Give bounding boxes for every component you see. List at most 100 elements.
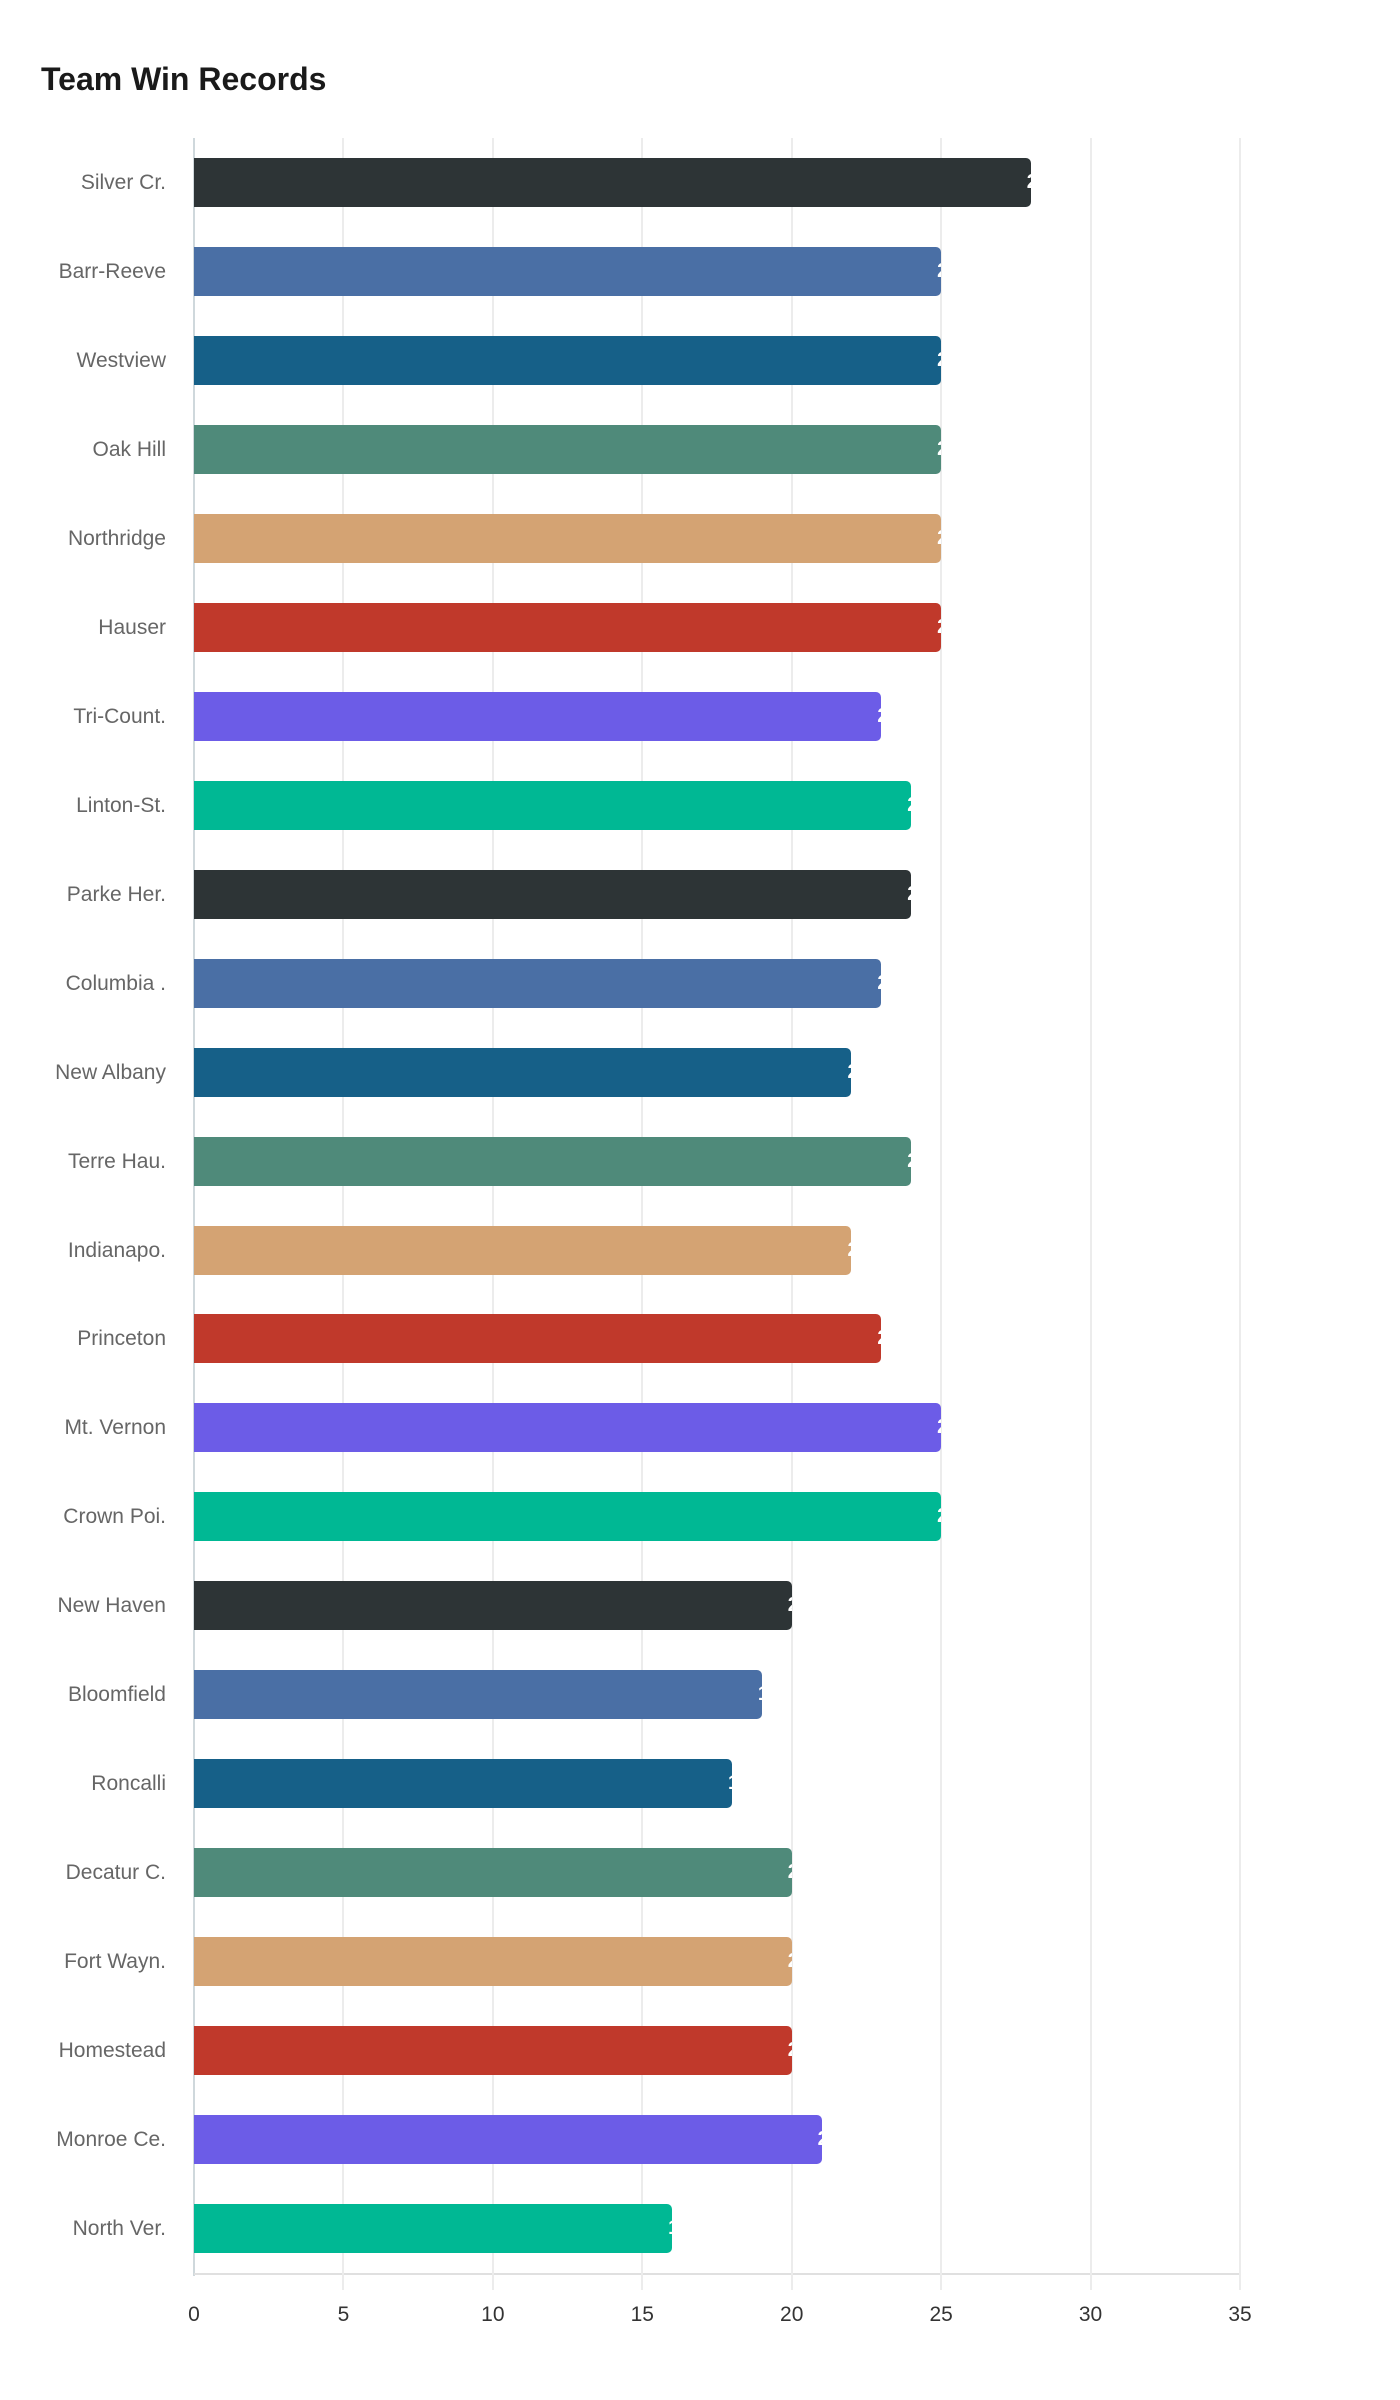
- category-label: Mt. Vernon: [64, 1416, 166, 1440]
- gridline: [790, 138, 793, 2290]
- bar[interactable]: 20: [194, 1937, 792, 1987]
- category-label: New Albany: [55, 1060, 166, 1084]
- bar[interactable]: 25: [194, 335, 942, 385]
- category-label: Parke Her.: [66, 882, 166, 906]
- category-label: Roncalli: [91, 1772, 166, 1796]
- bar-row: Bloomfield 19: [0, 1670, 1240, 1720]
- category-label: Princeton: [77, 1327, 166, 1351]
- bar-row: Linton-St. 24: [0, 780, 1240, 830]
- bar-value-label: 25: [937, 425, 941, 474]
- bar[interactable]: 20: [194, 2026, 792, 2076]
- category-label: North Ver.: [72, 2217, 166, 2241]
- bar[interactable]: 25: [194, 513, 942, 563]
- bar[interactable]: 25: [194, 246, 942, 296]
- bar-row: Barr-Reeve 25: [0, 246, 1240, 296]
- bar-row: North Ver. 16: [0, 2204, 1240, 2254]
- bar-row: Columbia . 23: [0, 958, 1240, 1008]
- bar[interactable]: 24: [194, 869, 912, 919]
- bar-value-label: 24: [907, 781, 911, 830]
- bar-value-label: 22: [847, 1226, 851, 1275]
- category-label: Terre Hau.: [67, 1149, 166, 1173]
- bar-row: Silver Cr. 28: [0, 158, 1240, 207]
- bar[interactable]: 28: [194, 158, 1031, 207]
- category-label: Bloomfield: [67, 1683, 166, 1707]
- x-axis-line: [194, 2273, 1240, 2275]
- bar-value-label: 25: [937, 336, 941, 385]
- bar-value-label: 25: [937, 1403, 941, 1452]
- gridline: [940, 138, 943, 2290]
- bar-value-label: 25: [937, 247, 941, 296]
- x-tick-label: 25: [929, 2303, 953, 2326]
- bar-row: Princeton 23: [0, 1314, 1240, 1364]
- bar[interactable]: 24: [194, 780, 912, 830]
- category-label: Columbia .: [65, 971, 166, 995]
- bar-row: Indianapo. 22: [0, 1225, 1240, 1275]
- x-tick-label: 10: [481, 2303, 505, 2326]
- category-label: Barr-Reeve: [58, 259, 166, 283]
- bar[interactable]: 21: [194, 2115, 822, 2165]
- bar-row: Mt. Vernon 25: [0, 1403, 1240, 1453]
- bar-value-label: 23: [877, 692, 881, 741]
- bar-row: Crown Poi. 25: [0, 1492, 1240, 1542]
- bar[interactable]: 22: [194, 1047, 852, 1097]
- bar[interactable]: 23: [194, 958, 882, 1008]
- bar[interactable]: 25: [194, 424, 942, 474]
- bar[interactable]: 16: [194, 2204, 673, 2254]
- bar[interactable]: 20: [194, 1848, 792, 1898]
- bar-value-label: 20: [788, 1848, 792, 1897]
- bar[interactable]: 19: [194, 1670, 762, 1720]
- bar-value-label: 19: [758, 1670, 762, 1719]
- bar-row: Monroe Ce. 21: [0, 2115, 1240, 2165]
- bar-value-label: 22: [847, 1048, 851, 1097]
- bar[interactable]: 23: [194, 691, 882, 741]
- category-label: Linton-St.: [76, 793, 166, 817]
- bar-value-label: 23: [877, 959, 881, 1008]
- bar-row: Decatur C. 20: [0, 1848, 1240, 1898]
- bar-value-label: 24: [907, 1137, 911, 1186]
- bar-value-label: 21: [818, 2115, 822, 2164]
- bar[interactable]: 22: [194, 1225, 852, 1275]
- bar[interactable]: 25: [194, 1492, 942, 1542]
- category-label: New Haven: [57, 1594, 166, 1618]
- bar[interactable]: 25: [194, 602, 942, 652]
- bar-value-label: 25: [937, 603, 941, 652]
- bar-row: New Albany 22: [0, 1047, 1240, 1097]
- bar-row: Terre Hau. 24: [0, 1136, 1240, 1186]
- bar-value-label: 20: [788, 1581, 792, 1630]
- category-label: Homestead: [58, 2039, 166, 2063]
- bar-value-label: 25: [937, 514, 941, 563]
- bar[interactable]: 23: [194, 1314, 882, 1364]
- category-label: Crown Poi.: [63, 1505, 166, 1529]
- plot-area: 0 5 10 15 20 25 30 35 Silver Cr. 28 Barr-Reeve 25 We…: [55, 138, 1252, 2326]
- chart-title: Team Win Records: [41, 61, 327, 97]
- bar-row: Oak Hill 25: [0, 424, 1240, 474]
- bar-value-label: 23: [877, 1314, 881, 1363]
- bar[interactable]: 20: [194, 1581, 792, 1631]
- category-label: Indianapo.: [67, 1238, 166, 1262]
- bar-value-label: 16: [668, 2204, 672, 2253]
- bar[interactable]: 24: [194, 1136, 912, 1186]
- bar-row: Westview 25: [0, 335, 1240, 385]
- x-tick-label: 35: [1228, 2303, 1252, 2326]
- bar[interactable]: 18: [194, 1759, 732, 1809]
- category-label: Hauser: [98, 615, 166, 639]
- gridline: [1239, 138, 1241, 2290]
- bar-row: Parke Her. 24: [0, 869, 1240, 919]
- category-label: Monroe Ce.: [56, 2128, 166, 2152]
- category-label: Decatur C.: [65, 1861, 166, 1885]
- category-label: Silver Cr.: [80, 171, 166, 194]
- gridline: [491, 138, 494, 2290]
- category-label: Oak Hill: [92, 437, 166, 461]
- bar-row: Hauser 25: [0, 602, 1240, 652]
- x-tick-label: 5: [337, 2303, 350, 2326]
- bar-value-label: 28: [1027, 158, 1031, 207]
- category-label: Fort Wayn.: [64, 1950, 166, 1974]
- bar-row: Homestead 20: [0, 2026, 1240, 2076]
- category-label: Tri-Count.: [73, 704, 166, 728]
- category-label: Northridge: [67, 526, 166, 550]
- bar-row: Fort Wayn. 20: [0, 1937, 1240, 1987]
- bar[interactable]: 25: [194, 1403, 942, 1453]
- bar-value-label: 24: [907, 870, 911, 919]
- x-tick-label: 30: [1078, 2303, 1103, 2326]
- x-tick-label: 0: [188, 2303, 200, 2326]
